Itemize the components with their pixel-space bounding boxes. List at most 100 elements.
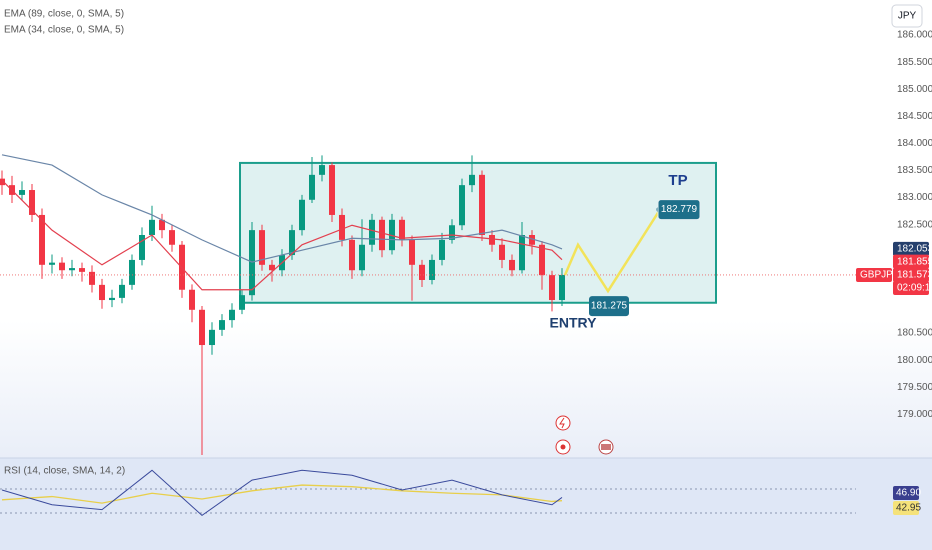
candle-body xyxy=(59,262,65,271)
candle-body xyxy=(99,284,105,301)
candle-body xyxy=(509,259,515,271)
candle-body xyxy=(29,190,35,215)
projection-path xyxy=(563,208,662,294)
candle-body xyxy=(429,259,435,280)
candle-body xyxy=(259,230,265,265)
candle-body xyxy=(419,264,425,280)
rsi-badge: 46.90 xyxy=(896,488,921,499)
y-tick-label: 179.000 xyxy=(897,409,932,420)
candle-body xyxy=(0,178,5,186)
entry-badge xyxy=(589,296,629,317)
candle-body xyxy=(539,244,545,276)
main-pane xyxy=(0,0,932,458)
ema-line xyxy=(1,154,563,263)
candle-body xyxy=(319,165,325,175)
legend-ema34: EMA (34, close, 0, SMA, 5) xyxy=(4,25,124,36)
candle-body xyxy=(459,185,465,226)
symbol-badge: GBPJPY xyxy=(860,270,900,281)
y-tick-label: 183.500 xyxy=(897,165,932,176)
candle-body xyxy=(559,274,565,301)
y-tick-label: 180.000 xyxy=(897,355,932,366)
candle-body xyxy=(269,264,275,271)
candle-body xyxy=(439,239,445,260)
candle-body xyxy=(379,219,385,251)
y-tick-label: 186.000 xyxy=(897,30,932,41)
y-tick-label: 180.500 xyxy=(897,328,932,339)
candle-body xyxy=(549,275,555,301)
candle-body xyxy=(449,225,455,240)
candle-body xyxy=(69,268,75,271)
candle-body xyxy=(89,271,95,285)
candle-body xyxy=(389,219,395,251)
rsi-pane xyxy=(0,458,932,550)
flag-glyph xyxy=(601,444,611,450)
candle-body xyxy=(329,165,335,215)
rsi-line xyxy=(1,469,563,517)
event-glyph xyxy=(559,417,565,429)
ema34-badge-bg xyxy=(893,254,929,269)
y-tick-label: 184.500 xyxy=(897,111,932,122)
countdown: 02:09:12 xyxy=(897,283,932,294)
candle-body xyxy=(39,214,45,265)
tp-label: TP xyxy=(668,172,687,189)
candle-body xyxy=(369,219,375,245)
candle-body xyxy=(199,309,205,346)
candle-body xyxy=(349,239,355,271)
legend-rsi: RSI (14, close, SMA, 14, 2) xyxy=(4,466,125,477)
countdown-bg xyxy=(893,280,929,295)
candle-body xyxy=(309,174,315,200)
price-badge-bg xyxy=(893,267,929,282)
candle-body xyxy=(229,309,235,321)
ema-line xyxy=(1,179,563,291)
event-icon[interactable] xyxy=(555,415,571,431)
candle-body xyxy=(159,219,165,231)
candle-body xyxy=(359,244,365,271)
y-tick-label: 185.000 xyxy=(897,84,932,95)
event-glyph xyxy=(560,444,566,450)
y-tick-label: 182.500 xyxy=(897,219,932,230)
candle-body xyxy=(409,239,415,265)
tp-value: 182.779 xyxy=(661,204,698,215)
candle-body xyxy=(209,329,215,346)
tp-badge xyxy=(657,199,701,221)
range-box xyxy=(239,161,717,304)
candle-body xyxy=(149,219,155,236)
ema34-badge: 181.855 xyxy=(897,256,932,267)
candle-body xyxy=(289,230,295,256)
candle-body xyxy=(119,284,125,298)
ema89-badge: 182.053 xyxy=(897,244,932,255)
candle-body xyxy=(189,289,195,310)
entry-value: 181.275 xyxy=(591,301,628,312)
candle-body xyxy=(519,235,525,271)
y-tick-label: 184.000 xyxy=(897,138,932,149)
candle-body xyxy=(499,244,505,260)
y-tick-label: 179.500 xyxy=(897,382,932,393)
rsi-sma-badge-bg xyxy=(893,501,919,515)
candle-body xyxy=(299,199,305,231)
candle-body xyxy=(529,235,535,245)
candle-body xyxy=(399,219,405,240)
price-badge: 181.573 xyxy=(897,270,932,281)
rsi-badge-bg xyxy=(893,486,919,500)
currency: JPY xyxy=(898,11,917,22)
candle-body xyxy=(19,190,25,195)
legend-ema89: EMA (89, close, 0, SMA, 5) xyxy=(4,9,124,20)
candle-body xyxy=(339,214,345,240)
candle-body xyxy=(469,174,475,186)
candle-body xyxy=(139,235,145,260)
rsi-sma-badge: 42.95 xyxy=(896,503,921,514)
candle-body xyxy=(49,262,55,265)
symbol-badge-bg xyxy=(856,267,892,282)
y-tick-label: 185.500 xyxy=(897,57,932,68)
candle-body xyxy=(129,259,135,285)
candle-body xyxy=(489,235,495,245)
entry-label: ENTRY xyxy=(550,315,598,331)
candle-body xyxy=(479,174,485,236)
candle-body xyxy=(239,295,245,310)
candle-body xyxy=(79,268,85,272)
y-tick-label: 183.000 xyxy=(897,192,932,203)
currency-button[interactable] xyxy=(891,4,923,28)
ema89-badge-bg xyxy=(893,241,929,256)
candle-body xyxy=(169,230,175,245)
